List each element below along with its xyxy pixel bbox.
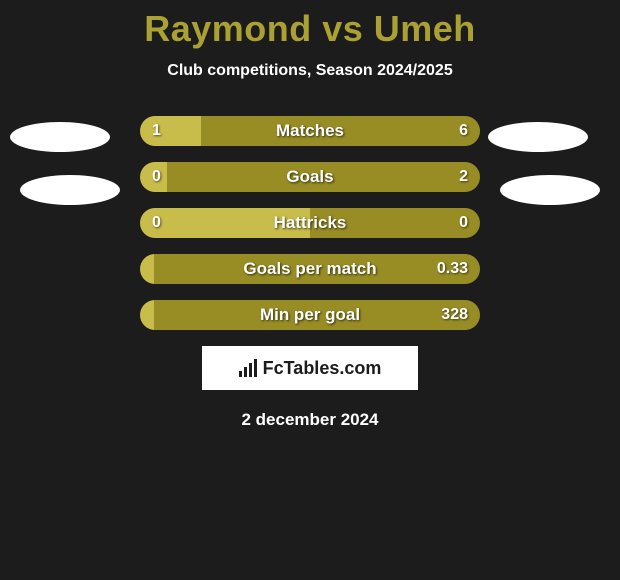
stat-row: 02Goals: [140, 162, 480, 192]
bar-right: [167, 162, 480, 192]
stat-row: 00Hattricks: [140, 208, 480, 238]
value-right: 6: [459, 116, 468, 146]
page-subtitle: Club competitions, Season 2024/2025: [0, 62, 620, 80]
stat-row: 328Min per goal: [140, 300, 480, 330]
value-left: 0: [152, 208, 161, 238]
bar-left: [140, 254, 154, 284]
value-right: 0.33: [437, 254, 468, 284]
bar-left: [140, 116, 201, 146]
team-badge: [10, 122, 110, 152]
team-badge: [500, 175, 600, 205]
value-left: 0: [152, 162, 161, 192]
value-right: 0: [459, 208, 468, 238]
value-right: 2: [459, 162, 468, 192]
team-badge: [488, 122, 588, 152]
bar-right: [154, 300, 480, 330]
bar-track: [140, 116, 480, 146]
fctables-label: FcTables.com: [263, 358, 382, 379]
bar-right: [201, 116, 480, 146]
bar-track: [140, 254, 480, 284]
bar-left: [140, 300, 154, 330]
fctables-watermark[interactable]: FcTables.com: [202, 346, 418, 390]
bar-right: [154, 254, 480, 284]
value-right: 328: [441, 300, 468, 330]
bar-track: [140, 162, 480, 192]
date-label: 2 december 2024: [0, 410, 620, 430]
bar-track: [140, 208, 480, 238]
bar-left: [140, 208, 310, 238]
stat-row: 0.33Goals per match: [140, 254, 480, 284]
value-left: 1: [152, 116, 161, 146]
bar-chart-icon: [239, 359, 259, 377]
page-title: Raymond vs Umeh: [0, 0, 620, 50]
team-badge: [20, 175, 120, 205]
bar-right: [310, 208, 480, 238]
bar-track: [140, 300, 480, 330]
stat-row: 16Matches: [140, 116, 480, 146]
